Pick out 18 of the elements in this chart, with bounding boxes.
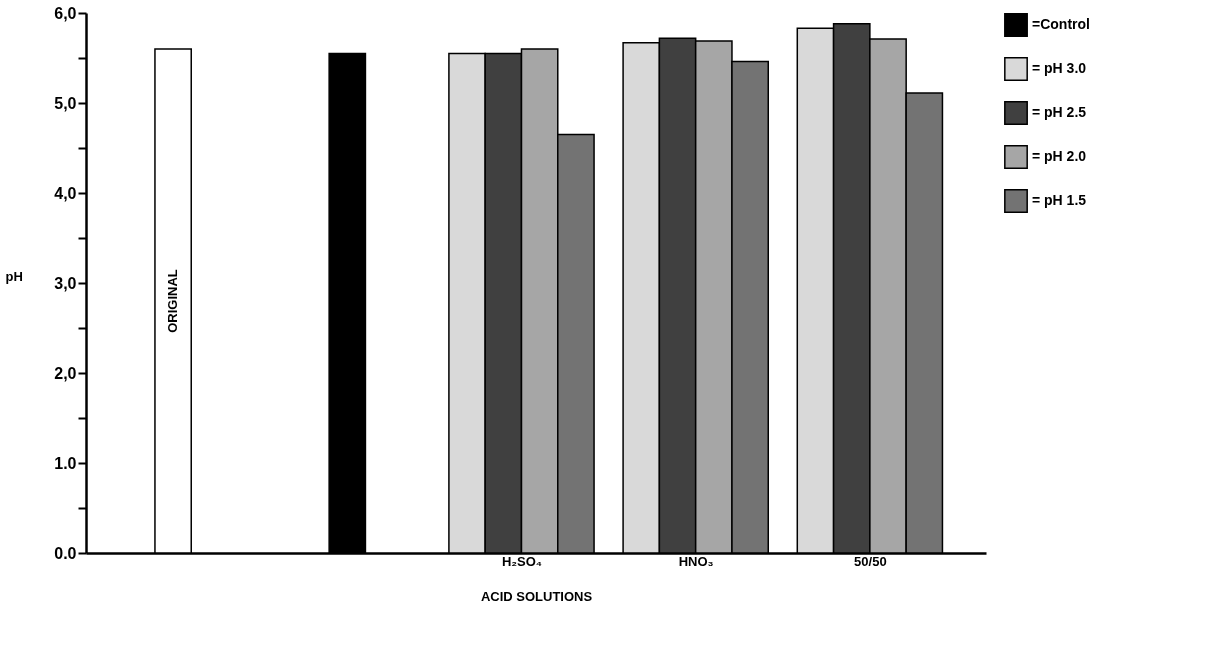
x-axis-title: ACID SOLUTIONS [480, 588, 593, 604]
x-tick-label: 50/50 [854, 553, 887, 569]
y-tick-label: 2,0 [54, 364, 77, 382]
annotation: ORIGINAL [165, 269, 181, 333]
y-tick-label: 0.0 [54, 544, 77, 562]
y-tick-label: 6,0 [54, 4, 77, 22]
y-tick-label: 5,0 [54, 94, 77, 112]
legend-label: = pH 2.0 [1032, 148, 1087, 164]
legend-label: = pH 1.5 [1032, 192, 1087, 208]
y-axis-title: pH [5, 268, 23, 284]
legend-label: =Control [1032, 16, 1090, 32]
legend-label: = pH 2.5 [1032, 104, 1087, 120]
y-tick-label: 3,0 [54, 274, 77, 292]
y-tick-label: 1.0 [54, 454, 77, 472]
legend-label: = pH 3.0 [1032, 60, 1087, 76]
x-tick-label: HNO₃ [678, 553, 714, 569]
x-tick-label: H₂SO₄ [501, 553, 543, 569]
y-tick-label: 4,0 [54, 184, 77, 202]
